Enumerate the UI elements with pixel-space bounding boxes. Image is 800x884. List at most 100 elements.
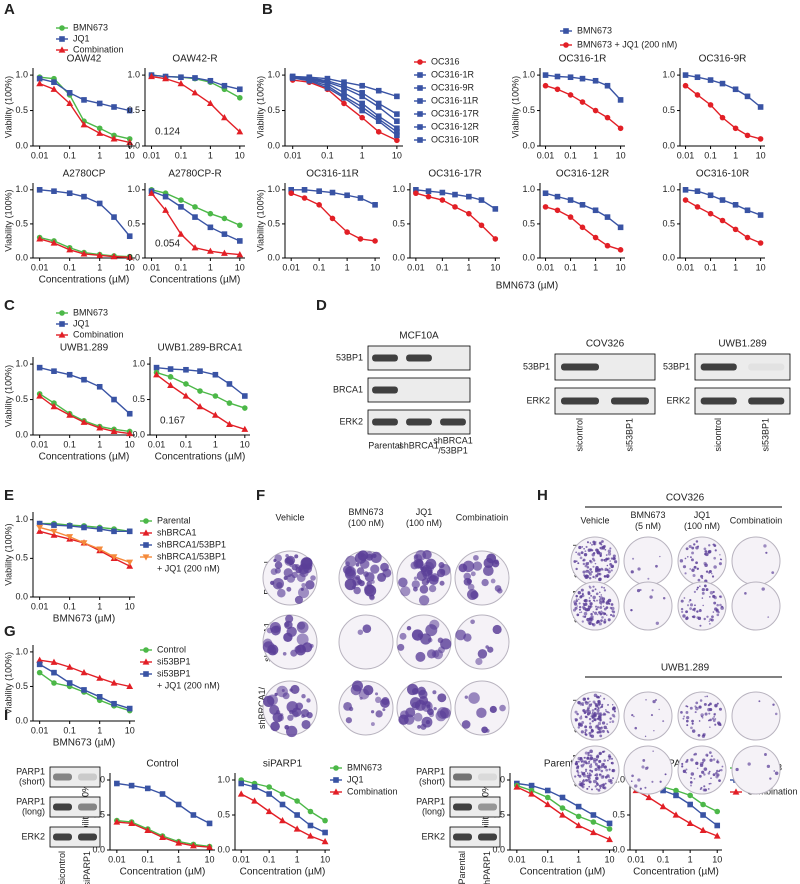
colony: [572, 608, 577, 612]
data-point: [114, 780, 120, 787]
colony: [589, 548, 593, 552]
blot-band: [700, 397, 737, 405]
data-point: [713, 832, 721, 839]
data-point: [542, 190, 549, 197]
data-point: [207, 77, 214, 84]
colony: [596, 783, 599, 786]
colony: [601, 540, 604, 543]
colony: [599, 734, 603, 738]
colony: [599, 542, 602, 545]
colony: [693, 753, 696, 756]
data-point: [316, 188, 322, 194]
colony: [604, 708, 607, 711]
colony: [707, 772, 711, 775]
colony: [587, 590, 591, 594]
colony: [637, 567, 641, 571]
colony: [700, 786, 703, 789]
data-point: [206, 99, 214, 107]
colony: [707, 703, 710, 707]
colony: [592, 552, 596, 555]
data-point: [144, 826, 152, 833]
data-point: [238, 780, 245, 787]
colony: [489, 705, 497, 714]
blot-band: [748, 397, 785, 405]
y-tick-label: 1.0: [15, 646, 28, 656]
colony: [594, 725, 599, 729]
colony: [587, 605, 591, 608]
chart: 0.0 0.5 1.0 0.01 0.1 1 10 UWB1.289 Viability (10…: [3, 307, 135, 463]
colony: [577, 756, 581, 761]
data-point: [394, 93, 400, 100]
colony: [467, 583, 475, 591]
data-point: [359, 114, 365, 121]
data-point: [413, 187, 419, 193]
colony: [766, 764, 771, 769]
y-tick-label: 0.5: [612, 809, 625, 819]
data-point: [113, 818, 121, 825]
blot-band: [78, 803, 97, 811]
colony: [592, 779, 597, 784]
colony: [286, 725, 298, 738]
data-point: [645, 793, 653, 801]
data-point: [237, 238, 243, 244]
colony: [593, 542, 596, 545]
colony: [610, 603, 614, 606]
data-point: [617, 224, 624, 231]
data-point: [96, 383, 103, 390]
colony: [685, 771, 688, 774]
colony: [468, 692, 480, 704]
legend-label: + JQ1 (200 nM): [157, 563, 220, 573]
colony: [605, 554, 608, 556]
y-axis-label: Viability (100%): [255, 189, 265, 251]
legend-label: Control: [157, 644, 186, 654]
colony: [696, 610, 699, 613]
data-point: [293, 825, 301, 832]
colony: [705, 552, 709, 557]
colony: [598, 595, 601, 598]
data-point: [575, 813, 582, 820]
colony: [704, 712, 708, 716]
column-label: Combinatioin: [730, 515, 783, 525]
x-tick-label: 0.01: [537, 262, 555, 272]
colony: [580, 588, 584, 592]
colony: [595, 548, 599, 552]
colony: [600, 619, 603, 622]
colony: [575, 598, 578, 601]
data-point: [80, 250, 88, 257]
chart-title: OC316-11R: [306, 169, 359, 180]
data-point: [394, 137, 400, 144]
colony: [609, 721, 611, 723]
plate: [338, 680, 394, 736]
data-point: [126, 410, 133, 417]
colony: [592, 585, 595, 588]
colony: [426, 580, 430, 584]
legend-label: JQ1: [73, 318, 90, 328]
colony: [438, 646, 445, 654]
data-point: [757, 212, 764, 218]
colony: [437, 637, 444, 643]
x-tick-label: 0.01: [537, 150, 555, 160]
data-point: [544, 794, 551, 801]
data-point: [579, 224, 586, 231]
colony: [600, 610, 603, 613]
colony: [761, 587, 765, 591]
colony: [601, 721, 606, 725]
data-point: [528, 782, 535, 789]
colony: [644, 766, 649, 771]
colony: [270, 721, 280, 732]
data-point: [81, 97, 87, 103]
colony: [473, 554, 479, 561]
panel-label: H: [537, 487, 548, 504]
colony: [274, 567, 281, 574]
data-point: [413, 190, 419, 197]
x-tick-label: 0.01: [284, 150, 302, 160]
colony: [306, 698, 311, 703]
legend-marker: [563, 42, 569, 48]
colony: [702, 788, 706, 792]
x-tick-label: 1: [97, 439, 102, 449]
colony: [585, 761, 588, 765]
colony: [599, 786, 602, 789]
colony: [690, 772, 695, 776]
chart: 0.0 0.5 1.0 0.01 0.1 1 10 A2780CP-R Concentratio…: [127, 169, 245, 286]
